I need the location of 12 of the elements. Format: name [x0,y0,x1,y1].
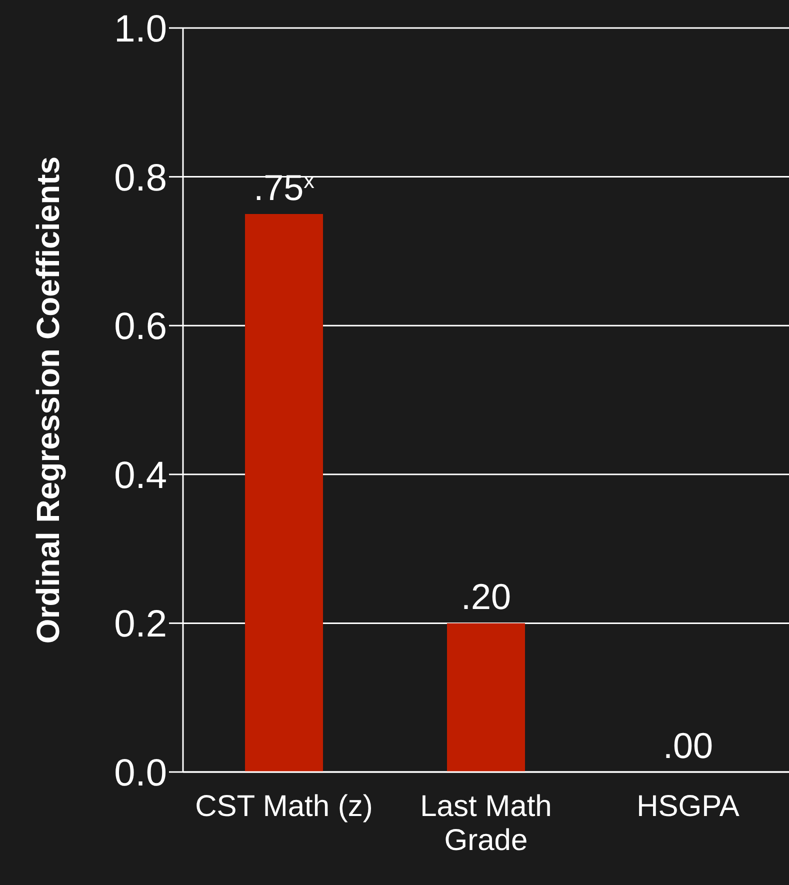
x-tick-label: Last Math Grade [420,790,552,857]
y-tick-label: 0.0 [114,752,167,794]
y-tick-label: 0.2 [114,604,167,646]
y-tick-label: 0.8 [114,157,167,200]
y-tick-label: 1.0 [114,8,167,50]
data-label: .20 [460,576,512,618]
x-tick-label: HSGPA [636,790,740,823]
data-label: .00 [662,725,714,766]
y-tick-label: 0.4 [114,454,167,497]
y-tick-label: 0.6 [114,306,167,348]
x-tick-label: CST Math (z) [195,790,373,823]
y-axis-title: Ordinal Regression Coefficients [30,156,66,644]
